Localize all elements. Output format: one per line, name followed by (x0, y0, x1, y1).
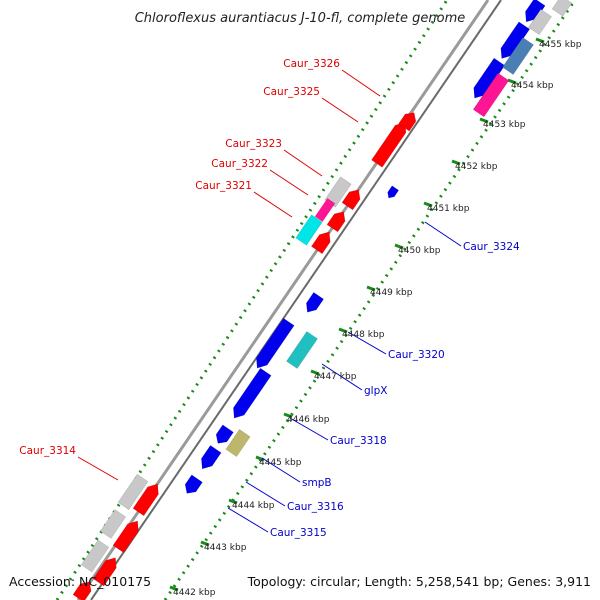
kbp-label: 4446 kbp (287, 415, 330, 425)
gene-red-block (341, 189, 361, 211)
gene-smpb (225, 429, 251, 457)
kbp-tick (310, 369, 320, 376)
kbp-label: 4444 kbp (232, 501, 275, 511)
genome-backbone-inner (90, 0, 502, 600)
gene-caur-3326 (398, 112, 417, 132)
forward-gene-label: Caur_3323 (225, 138, 282, 150)
gene-blue-block (215, 424, 234, 444)
kbp-tick (169, 585, 179, 592)
gene-grey-block (551, 0, 573, 17)
leader-line (289, 417, 329, 441)
reverse-gene-label: Caur_3318 (330, 435, 387, 447)
reverse-gene-label: Caur_3315 (270, 527, 327, 539)
kbp-label: 4454 kbp (511, 81, 554, 91)
kbp-tick (394, 243, 404, 250)
gene-cyan-block (295, 214, 323, 246)
reverse-gene-label: Caur_3320 (388, 349, 445, 361)
leader-line (245, 481, 286, 507)
kbp-tick (255, 455, 265, 462)
gene-caur-3322 (314, 197, 336, 223)
gene-labels: Caur_3326 Caur_3325 Caur_3323 Caur_3322 Caur… (19, 58, 520, 539)
leader-line (227, 507, 269, 533)
gene-magenta-block (472, 72, 510, 118)
kbp-tick (507, 78, 517, 85)
reverse-gene-label: Caur_3316 (287, 501, 344, 513)
inner-dotted-track (163, 0, 577, 600)
gene-features (72, 0, 573, 600)
kbp-label: 4452 kbp (455, 162, 498, 172)
forward-gene-label: Caur_3326 (283, 58, 340, 70)
gene-blue-block (525, 0, 546, 23)
gene-red-block (92, 557, 117, 587)
gene-caur-3315 (184, 474, 203, 494)
kbp-tick (366, 285, 376, 292)
gene-blue-block (500, 21, 531, 59)
gene-red-block (326, 211, 346, 233)
accession-text: Accession: NC_010175 (9, 574, 151, 589)
kbp-label: 4451 kbp (427, 204, 470, 214)
leader-line (253, 191, 293, 218)
gene-steel-block (502, 37, 534, 75)
kbp-label: 4447 kbp (314, 372, 357, 382)
reverse-gene-label: Caur_3324 (463, 241, 520, 253)
kbp-tick (451, 159, 461, 166)
kbp-tick (283, 412, 293, 419)
gene-blue-block (306, 291, 325, 313)
kbp-tick (200, 540, 210, 547)
label-leader-lines (77, 69, 462, 533)
leader-line (269, 169, 309, 196)
kbp-labels: 4442 kbp 4443 kbp 4444 kbp 4445 kbp 4446 kbp… (173, 40, 582, 598)
gene-caur-3320 (286, 331, 318, 369)
gene-caur-3324 (387, 185, 400, 199)
leader-line (261, 457, 301, 483)
kbp-tick (423, 201, 433, 208)
gene-caur-3321 (311, 231, 331, 255)
gene-red-block (112, 520, 139, 554)
leader-line (321, 363, 363, 391)
forward-gene-label: Caur_3325 (263, 86, 320, 98)
topology-text: Topology: circular; Length: 5,258,541 bp… (247, 574, 591, 589)
kbp-label: 4455 kbp (539, 40, 582, 50)
gene-blue-block (473, 57, 506, 99)
leader-line (77, 456, 119, 481)
map-title: Chloroflexus aurantiacus J-10-fl, comple… (135, 11, 466, 26)
reverse-gene-label: smpB (302, 477, 332, 489)
leader-line (321, 97, 359, 123)
kbp-label: 4445 kbp (259, 458, 302, 468)
kbp-label: 4443 kbp (204, 543, 247, 553)
forward-gene-label: Caur_3314 (19, 445, 76, 457)
gene-caur-3314 (132, 483, 159, 517)
kbp-tick (338, 327, 348, 334)
gene-caur-3316 (201, 445, 222, 470)
gene-caur-3314-grey (117, 473, 149, 511)
kbp-label: 4449 kbp (370, 288, 413, 298)
forward-gene-label: Caur_3321 (195, 180, 252, 192)
gene-grey-block (528, 8, 552, 36)
gene-grey-block (80, 539, 110, 573)
kbp-tick-marks (169, 37, 545, 592)
kbp-tick (479, 117, 489, 124)
leader-line (347, 331, 387, 355)
kbp-label: 4450 kbp (398, 246, 441, 256)
leader-line (424, 221, 462, 247)
kbp-tick (535, 37, 545, 44)
kbp-label: 4448 kbp (342, 330, 385, 340)
gene-glpx (256, 317, 295, 369)
kbp-tick (228, 498, 238, 505)
leader-line (341, 69, 381, 97)
gene-caur-3318 (233, 367, 272, 419)
reverse-gene-label: glpX (364, 385, 387, 397)
kbp-label: 4442 kbp (173, 588, 216, 598)
forward-gene-label: Caur_3322 (211, 158, 268, 170)
leader-line (283, 149, 323, 177)
gene-grey-block (99, 509, 127, 539)
gene-red-block (72, 581, 92, 600)
kbp-label: 4453 kbp (483, 120, 526, 130)
